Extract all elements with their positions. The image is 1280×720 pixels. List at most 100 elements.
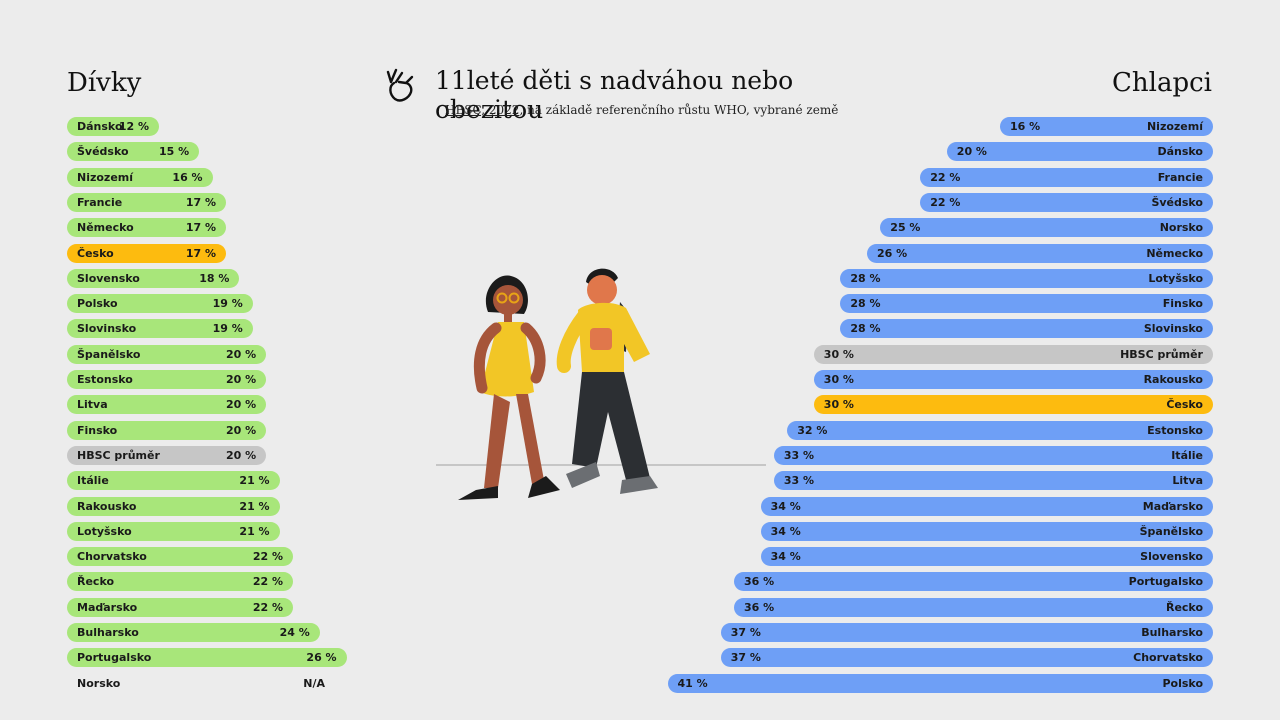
girls-value-label-20: 24 % [279,626,310,639]
boys-bar-14 [773,471,1213,490]
girls-bar-6 [67,269,240,288]
boys-value-label-10: 30 % [823,373,854,386]
boys-value-label-13: 33 % [783,449,815,462]
girls-category-label-14: Itálie [77,474,109,487]
boys-bar-6 [840,269,1213,288]
boys-category-label-12: Estonsko [1147,424,1203,437]
boys-bar-12 [787,421,1213,440]
boys-bar-19 [734,598,1213,617]
girls-category-label-21: Portugalsko [77,651,152,664]
boys-category-label-10: Rakousko [1143,373,1203,386]
boys-bar-1 [946,142,1213,161]
subtitle-text: , na základě referenčního růstu WHO, vyb… [519,103,839,117]
girls-bar-5 [67,244,226,263]
source-link[interactable]: HBSC, 2022 [445,103,520,117]
boys-category-label-3: Švédsko [1151,196,1203,209]
boys-bar-8 [840,319,1213,338]
boys-bar-16 [760,522,1213,541]
boys-value-label-20: 37 % [730,626,761,639]
boys-category-label-22: Polsko [1162,677,1203,690]
boys-category-label-0: Nizozemí [1146,120,1203,133]
girls-value-label-15: 21 % [239,500,270,513]
boys-value-label-7: 28 % [850,297,881,310]
girls-bar-0 [67,117,159,136]
boys-value-label-22: 41 % [677,677,708,690]
girls-value-label-5: 17 % [185,247,216,260]
girls-value-label-13: 20 % [226,449,257,462]
girls-category-label-9: Španělsko [77,348,141,361]
boys-bar-5 [867,244,1213,263]
boys-value-label-1: 20 % [956,145,987,158]
girls-category-label-12: Finsko [77,424,118,437]
boys-bar-9 [813,345,1213,364]
girls-category-label-20: Bulharsko [77,626,139,639]
girls-category-label-4: Německo [77,221,134,234]
girls-category-label-13: HBSC průměr [77,449,160,462]
girls-value-label-14: 21 % [239,474,270,487]
girls-value-label-10: 20 % [226,373,257,386]
boys-category-label-7: Finsko [1162,297,1203,310]
girls-bar-13 [67,446,267,465]
title-block: 11leté děti s nadváhou nebo obezitou [385,66,905,124]
boys-value-label-17: 34 % [770,550,801,563]
girls-value-label-17: 22 % [252,550,283,563]
girls-category-label-16: Lotyšsko [77,525,132,538]
boys-value-label-5: 26 % [877,247,908,260]
boys-value-label-16: 34 % [770,525,801,538]
boys-value-label-15: 34 % [770,500,801,513]
boys-value-label-19: 36 % [744,601,775,614]
boys-bar-15 [760,497,1213,516]
girls-value-label-1: 15 % [159,145,190,158]
girls-bar-7 [67,294,253,313]
boys-category-label-4: Norsko [1159,221,1203,234]
girls-bar-14 [67,471,280,490]
girls-bar-10 [67,370,267,389]
boys-bar-18 [734,572,1213,591]
girls-category-label-22: Norsko [77,677,121,690]
girls-value-label-8: 19 % [212,322,243,335]
boys-category-label-9: HBSC průměr [1120,348,1203,361]
boys-bar-22 [667,674,1213,693]
boys-value-label-18: 36 % [744,575,775,588]
girls-category-label-0: Dánsko [77,120,123,133]
girls-category-label-19: Maďarsko [77,601,138,614]
girls-value-label-7: 19 % [212,297,243,310]
girls-category-label-8: Slovinsko [77,322,137,335]
boys-category-label-6: Lotyšsko [1148,272,1203,285]
boys-value-label-8: 28 % [850,322,881,335]
boys-category-label-13: Itálie [1171,449,1203,462]
girls-bar-4 [67,218,226,237]
girls-bar-3 [67,193,226,212]
boys-category-label-17: Slovensko [1140,550,1203,563]
girls-bar-17 [67,547,293,566]
boys-bar-10 [813,370,1213,389]
boys-heading: Chlapci [1112,68,1212,98]
hand-icon [386,68,414,102]
boys-value-label-14: 33 % [783,474,815,487]
girls-bar-8 [67,319,253,338]
girls-value-label-4: 17 % [185,221,216,234]
boys-category-label-14: Litva [1172,474,1203,487]
boys-category-label-18: Portugalsko [1128,575,1203,588]
girls-value-label-3: 17 % [185,196,216,209]
girls-bar-15 [67,497,280,516]
girls-value-label-11: 20 % [226,398,257,411]
girls-category-label-17: Chorvatsko [77,550,147,563]
girls-category-label-6: Slovensko [77,272,140,285]
girls-value-label-2: 16 % [172,171,203,184]
boys-category-label-1: Dánsko [1157,145,1203,158]
girls-category-label-1: Švédsko [77,145,129,158]
boys-bar-13 [773,446,1213,465]
boys-category-label-15: Maďarsko [1142,500,1203,513]
girls-value-label-9: 20 % [226,348,257,361]
boys-value-label-4: 25 % [890,221,921,234]
girls-bar-1 [67,142,200,161]
boys-value-label-11: 30 % [823,398,854,411]
boys-bar-17 [760,547,1213,566]
children-illustration [436,268,766,500]
boys-bar-2 [920,168,1213,187]
boys-value-label-3: 22 % [930,196,961,209]
girls-value-label-19: 22 % [252,601,283,614]
boys-category-label-16: Španělsko [1139,525,1203,538]
girls-value-label-12: 20 % [226,424,257,437]
